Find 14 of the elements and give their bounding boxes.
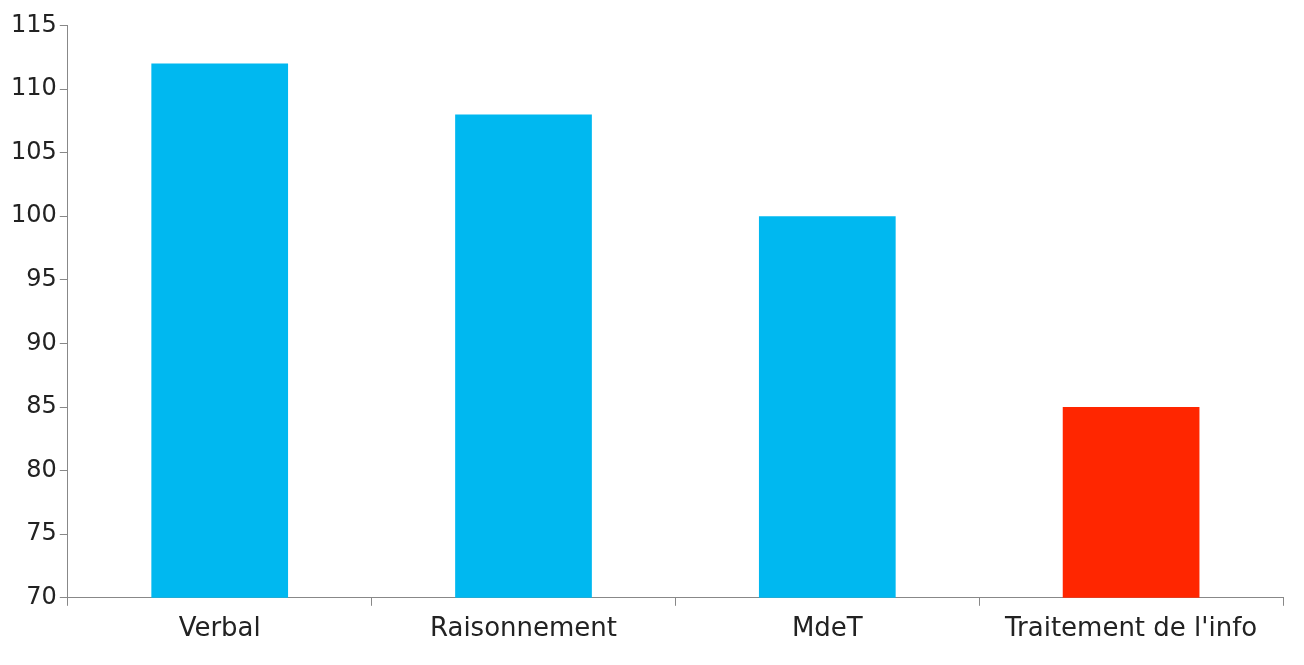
x-tick-label: Verbal: [178, 612, 261, 643]
x-tick-label: MdeT: [791, 612, 863, 643]
x-tick-label: Raisonnement: [429, 612, 618, 643]
y-tick-label: 85: [26, 391, 57, 420]
y-tick-label: 110: [11, 73, 57, 102]
x-tick-label: Traitement de l'info: [1003, 612, 1258, 643]
y-tick-label: 100: [11, 200, 57, 229]
y-tick-label: 70: [26, 582, 57, 611]
y-tick-label: 75: [26, 518, 57, 547]
y-tick-label: 105: [11, 136, 57, 165]
y-tick-label: 115: [11, 9, 57, 38]
y-tick-label: 80: [26, 454, 57, 483]
y-tick-label: 95: [26, 264, 57, 293]
y-tick-label: 90: [26, 327, 57, 356]
